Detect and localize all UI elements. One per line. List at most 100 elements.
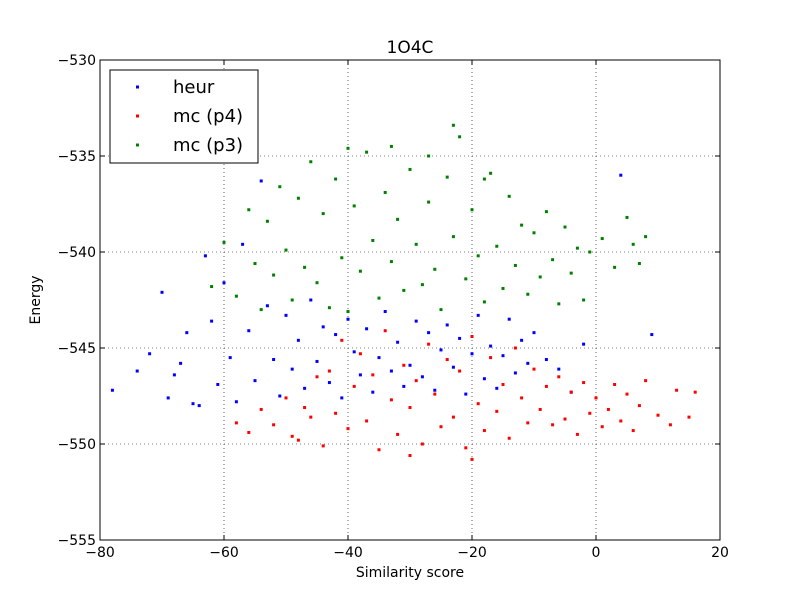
- data-point: [365, 327, 369, 331]
- data-point: [637, 262, 641, 266]
- data-point: [656, 413, 660, 417]
- legend-label: mc (p3): [173, 135, 243, 156]
- x-tick-label: −20: [457, 545, 487, 561]
- data-point: [600, 425, 604, 429]
- data-point: [389, 398, 393, 402]
- data-point: [377, 296, 381, 300]
- data-point: [272, 273, 276, 277]
- data-point: [526, 361, 530, 365]
- legend-label: heur: [173, 77, 215, 98]
- data-point: [538, 275, 542, 279]
- data-point: [377, 448, 381, 452]
- data-point: [464, 446, 468, 450]
- data-point: [501, 286, 505, 290]
- data-point: [557, 375, 561, 379]
- y-tick-label: −530: [58, 53, 96, 69]
- x-axis-label: Similarity score: [356, 565, 464, 581]
- data-point: [520, 223, 524, 227]
- data-point: [389, 144, 393, 148]
- data-point: [482, 300, 486, 304]
- data-point: [272, 358, 276, 362]
- data-point: [637, 404, 641, 408]
- data-point: [110, 388, 114, 392]
- data-point: [619, 419, 623, 423]
- data-point: [575, 432, 579, 436]
- data-point: [513, 263, 517, 267]
- data-point: [451, 123, 455, 127]
- data-point: [408, 363, 412, 367]
- data-point: [464, 392, 468, 396]
- data-point: [613, 265, 617, 269]
- data-point: [458, 369, 462, 373]
- data-point: [451, 365, 455, 369]
- data-point: [520, 396, 524, 400]
- data-point: [402, 384, 406, 388]
- data-point: [383, 310, 387, 314]
- data-point: [365, 150, 369, 154]
- chart-title: 1O4C: [387, 38, 434, 58]
- x-tick-label: −60: [209, 545, 239, 561]
- data-point: [241, 242, 245, 246]
- data-point: [321, 444, 325, 448]
- data-point: [371, 238, 375, 242]
- data-point: [327, 306, 331, 310]
- data-point: [631, 242, 635, 246]
- data-point: [482, 429, 486, 433]
- data-point: [383, 190, 387, 194]
- data-point: [315, 359, 319, 363]
- data-point: [346, 427, 350, 431]
- legend-marker: [136, 85, 139, 89]
- data-point: [588, 250, 592, 254]
- data-point: [352, 350, 356, 354]
- data-point: [222, 240, 226, 244]
- data-point: [476, 254, 480, 258]
- data-point: [427, 342, 431, 346]
- data-point: [203, 254, 207, 258]
- data-point: [414, 379, 418, 383]
- data-point: [389, 260, 393, 264]
- data-point: [402, 363, 406, 367]
- data-point: [650, 333, 654, 337]
- data-point: [327, 381, 331, 385]
- data-point: [234, 400, 238, 404]
- data-point: [296, 338, 300, 342]
- series-heur: [110, 173, 654, 408]
- data-point: [216, 382, 220, 386]
- data-point: [259, 179, 263, 183]
- data-point: [513, 346, 517, 350]
- data-point: [495, 244, 499, 248]
- data-point: [327, 369, 331, 373]
- data-point: [284, 396, 288, 400]
- data-point: [532, 231, 536, 235]
- y-tick-label: −555: [58, 533, 96, 549]
- data-point: [408, 167, 412, 171]
- data-point: [513, 371, 517, 375]
- data-point: [296, 196, 300, 200]
- data-point: [526, 292, 530, 296]
- data-point: [687, 415, 691, 419]
- data-point: [489, 356, 493, 360]
- data-point: [358, 373, 362, 377]
- legend: heur mc (p4) mc (p3): [109, 69, 259, 164]
- data-point: [185, 331, 189, 335]
- data-point: [544, 384, 548, 388]
- data-point: [575, 246, 579, 250]
- data-point: [495, 409, 499, 413]
- data-point: [340, 396, 344, 400]
- data-point: [532, 367, 536, 371]
- data-point: [371, 390, 375, 394]
- ticks-layer: −80 −60 −40 −20 0 20 −555 −550 −545 −540 −535 −530: [58, 53, 729, 561]
- data-point: [433, 267, 437, 271]
- data-point: [365, 419, 369, 423]
- data-point: [253, 262, 257, 266]
- data-point: [551, 423, 555, 427]
- x-tick-label: 20: [711, 545, 729, 561]
- data-point: [303, 386, 307, 390]
- data-point: [358, 352, 362, 356]
- data-point: [538, 407, 542, 411]
- data-point: [253, 379, 257, 383]
- data-point: [278, 185, 282, 189]
- data-point: [247, 208, 251, 212]
- data-point: [563, 225, 567, 229]
